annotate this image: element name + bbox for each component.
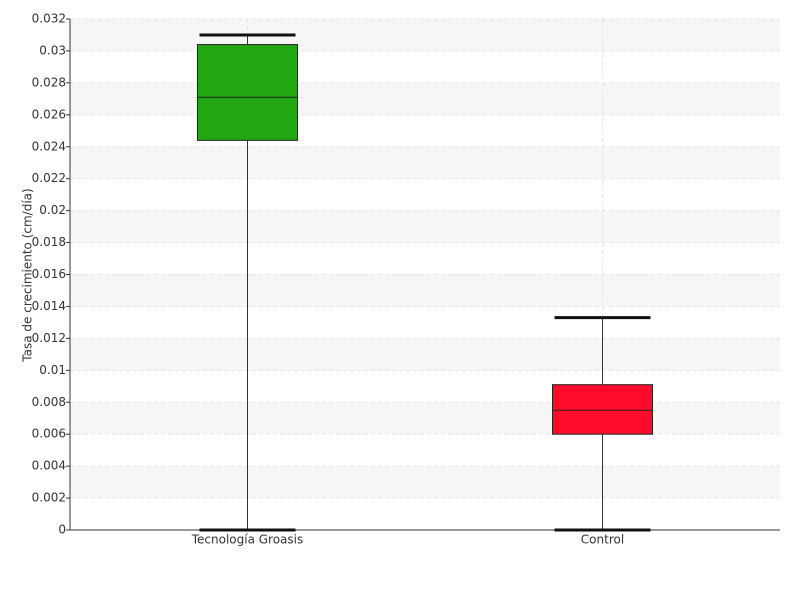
y-tick-label: 0.032 bbox=[32, 12, 66, 26]
grid-band bbox=[70, 338, 780, 371]
y-tick-label: 0.022 bbox=[32, 171, 66, 185]
y-tick-label: 0.002 bbox=[32, 491, 66, 505]
y-tick-label: 0.024 bbox=[32, 139, 66, 153]
y-tick-label: 0.006 bbox=[32, 427, 66, 441]
grid-band bbox=[70, 274, 780, 307]
grid-band bbox=[70, 402, 780, 435]
grid-band bbox=[70, 146, 780, 179]
y-tick-label: 0.008 bbox=[32, 395, 66, 409]
y-tick-label: 0.016 bbox=[32, 267, 66, 281]
y-tick-label: 0.012 bbox=[32, 331, 66, 345]
grid-band bbox=[70, 466, 780, 499]
y-tick-label: 0.028 bbox=[32, 75, 66, 89]
box bbox=[197, 44, 298, 141]
y-axis-label: Tasa de crecimiento (cm/día) bbox=[21, 188, 35, 362]
y-tick-label: 0.004 bbox=[32, 459, 66, 473]
grid-band bbox=[70, 19, 780, 51]
y-tick-label: 0.01 bbox=[39, 363, 66, 377]
y-tick-label: 0.026 bbox=[32, 107, 66, 121]
y-tick-label: 0.02 bbox=[39, 203, 66, 217]
x-tick-label: Control bbox=[581, 533, 624, 547]
y-tick-label: 0 bbox=[58, 523, 66, 537]
grid-band bbox=[70, 210, 780, 243]
grid-band bbox=[70, 82, 780, 115]
box bbox=[552, 384, 653, 435]
y-tick-label: 0.018 bbox=[32, 235, 66, 249]
y-tick-label: 0.014 bbox=[32, 299, 66, 313]
y-tick-label: 0.03 bbox=[39, 43, 66, 57]
x-tick-label: Tecnología Groasis bbox=[191, 533, 304, 547]
